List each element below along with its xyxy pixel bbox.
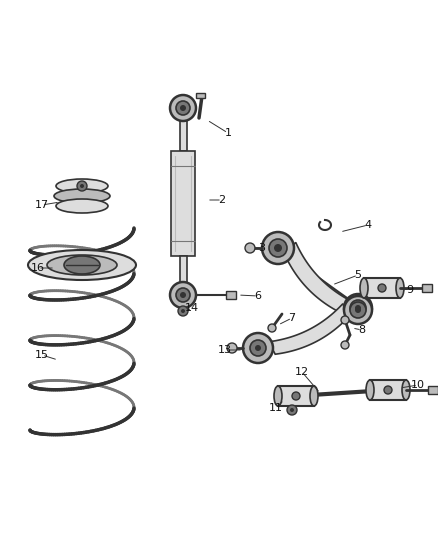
Circle shape [170,282,196,308]
Circle shape [350,302,366,318]
Circle shape [384,386,392,394]
FancyBboxPatch shape [180,256,187,286]
Polygon shape [284,243,354,313]
FancyBboxPatch shape [370,380,406,400]
Ellipse shape [402,380,410,400]
Text: 2: 2 [219,195,226,205]
Text: 15: 15 [35,350,49,360]
Circle shape [80,184,84,188]
Text: 13: 13 [218,345,232,355]
FancyBboxPatch shape [180,121,187,151]
Circle shape [378,284,386,292]
Circle shape [181,309,185,313]
Circle shape [170,95,196,121]
Ellipse shape [56,179,108,193]
Ellipse shape [274,386,282,406]
Text: 3: 3 [258,243,265,253]
Ellipse shape [56,199,108,213]
Circle shape [178,306,188,316]
Circle shape [344,296,372,324]
Circle shape [341,316,349,324]
Text: 9: 9 [406,285,413,295]
Text: 6: 6 [254,291,261,301]
Circle shape [292,392,300,400]
Circle shape [268,324,276,332]
Ellipse shape [54,189,110,203]
Circle shape [341,341,349,349]
Text: 7: 7 [289,313,296,323]
Ellipse shape [360,278,368,298]
Circle shape [290,408,294,412]
Circle shape [355,307,361,313]
Text: 17: 17 [35,200,49,210]
Text: 16: 16 [31,263,45,273]
Circle shape [243,333,273,363]
Text: 4: 4 [364,220,371,230]
Text: 8: 8 [358,325,366,335]
Ellipse shape [28,250,136,280]
Text: 5: 5 [354,270,361,280]
Ellipse shape [310,386,318,406]
Circle shape [77,181,87,191]
Text: 12: 12 [295,367,309,377]
FancyBboxPatch shape [422,284,432,292]
Circle shape [250,340,266,356]
Circle shape [350,300,366,316]
Circle shape [262,232,294,264]
Circle shape [227,343,237,353]
Circle shape [245,243,255,253]
Text: 11: 11 [269,403,283,413]
Circle shape [180,292,186,298]
Text: 10: 10 [411,380,425,390]
Circle shape [287,405,297,415]
Circle shape [176,101,190,115]
Ellipse shape [366,380,374,400]
Circle shape [176,288,190,302]
Ellipse shape [396,278,404,298]
Text: 14: 14 [185,303,199,313]
Circle shape [355,305,361,311]
Polygon shape [269,304,349,354]
Circle shape [274,244,282,252]
Ellipse shape [47,255,117,275]
Circle shape [180,105,186,111]
FancyBboxPatch shape [226,291,236,299]
Text: 1: 1 [225,128,232,138]
FancyBboxPatch shape [428,386,438,394]
Circle shape [255,345,261,351]
FancyBboxPatch shape [364,278,400,298]
Circle shape [269,239,287,257]
Circle shape [344,294,372,322]
FancyBboxPatch shape [171,151,195,256]
FancyBboxPatch shape [196,93,205,98]
FancyBboxPatch shape [278,386,314,406]
Ellipse shape [64,256,100,274]
